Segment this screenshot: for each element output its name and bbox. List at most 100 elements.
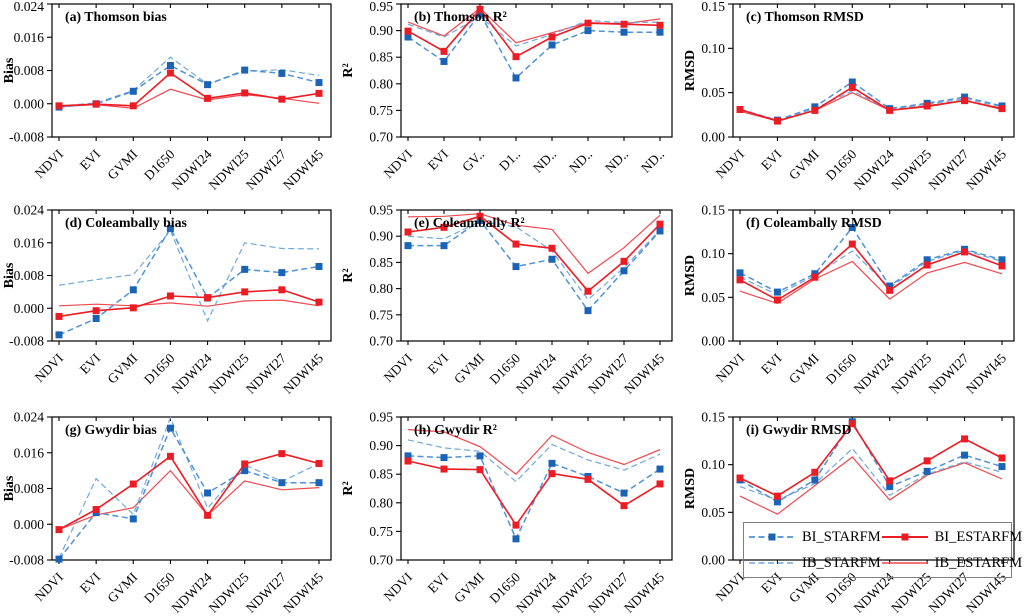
series-line-IB_STARFM bbox=[407, 16, 661, 47]
x-tick-label: GVMI bbox=[451, 569, 487, 605]
marker-BI_ESTARFM bbox=[773, 117, 781, 125]
marker-BI_STARFM bbox=[811, 103, 819, 111]
panel-title: (d) Coleambally bias bbox=[65, 215, 188, 231]
marker-BI_ESTARFM bbox=[241, 460, 249, 468]
y-tick-label: 0.15 bbox=[701, 0, 725, 14]
marker-BI_ESTARFM bbox=[166, 452, 174, 460]
marker-BI_STARFM bbox=[961, 93, 969, 101]
x-tick-label: NDWI27 bbox=[926, 146, 972, 192]
series-line-BI_ESTARFM bbox=[58, 452, 320, 531]
marker-BI_STARFM bbox=[656, 465, 664, 473]
legend-marker bbox=[901, 533, 909, 541]
legend-line-sample bbox=[881, 533, 928, 541]
legend-label: BI_ESTARFM bbox=[934, 528, 1023, 545]
series-line-BI_STARFM bbox=[407, 455, 661, 541]
marker-BI_ESTARFM bbox=[278, 450, 286, 458]
legend-marker bbox=[768, 533, 776, 541]
marker-BI_ESTARFM bbox=[204, 94, 212, 102]
marker-BI_ESTARFM bbox=[166, 69, 174, 77]
marker-BI_STARFM bbox=[278, 69, 286, 77]
series-line-BI_STARFM bbox=[408, 219, 661, 312]
marker-BI_ESTARFM bbox=[773, 296, 781, 304]
marker-BI_ESTARFM bbox=[736, 474, 744, 482]
marker-BI_STARFM bbox=[548, 459, 556, 467]
marker-BI_ESTARFM bbox=[166, 292, 174, 300]
y-tick-label: 0.008 bbox=[14, 268, 45, 283]
x-tick-label: NDWI24 bbox=[169, 350, 215, 396]
x-tick-label: NDVI bbox=[381, 146, 416, 181]
marker-BI_ESTARFM bbox=[736, 106, 744, 114]
x-tick-label: EVI bbox=[425, 569, 452, 596]
marker-BI_ESTARFM bbox=[440, 465, 448, 473]
x-tick-label: NDWI27 bbox=[926, 350, 972, 396]
marker-BI_ESTARFM bbox=[476, 466, 484, 474]
series-line-IB_STARFM bbox=[58, 416, 320, 559]
marker-BI_ESTARFM bbox=[92, 506, 100, 514]
y-tick-label: 0.90 bbox=[369, 23, 393, 38]
x-tick-label: NDWI24 bbox=[851, 146, 897, 192]
marker-BI_STARFM bbox=[404, 33, 412, 41]
x-tick-label: NDWI45 bbox=[280, 350, 326, 396]
marker-BI_STARFM bbox=[440, 57, 448, 65]
legend-entry-BI_STARFM: BI_STARFM bbox=[748, 529, 881, 546]
marker-BI_STARFM bbox=[656, 28, 664, 36]
panel-title: (a) Thomson bias bbox=[65, 9, 167, 25]
marker-BI_STARFM bbox=[656, 227, 664, 235]
plot-frame bbox=[400, 416, 673, 561]
x-tick-label: NDWI45 bbox=[280, 146, 326, 192]
y-tick-label: 0.80 bbox=[369, 281, 393, 296]
marker-BI_STARFM bbox=[204, 81, 212, 89]
marker-BI_STARFM bbox=[998, 256, 1006, 264]
x-tick-label: NDWI25 bbox=[206, 146, 252, 192]
x-tick-label: NDWI45 bbox=[280, 569, 326, 615]
marker-BI_STARFM bbox=[476, 216, 484, 224]
legend-entry-IB_STARFM: IB_STARFM bbox=[748, 555, 881, 572]
marker-BI_ESTARFM bbox=[886, 477, 894, 485]
marker-BI_STARFM bbox=[476, 10, 484, 18]
panel-title: (f) Coleambally RMSD bbox=[746, 215, 882, 231]
marker-BI_ESTARFM bbox=[404, 228, 412, 236]
y-tick-label: 0.05 bbox=[701, 85, 725, 100]
x-tick-label: EVI bbox=[758, 350, 785, 377]
marker-BI_STARFM bbox=[241, 467, 249, 475]
y-axis-label: R² bbox=[341, 63, 356, 77]
marker-BI_STARFM bbox=[961, 451, 969, 459]
y-tick-label: 0.10 bbox=[701, 246, 725, 261]
series-line-BI_ESTARFM bbox=[58, 71, 320, 107]
y-tick-label: 0.95 bbox=[369, 410, 393, 425]
marker-BI_ESTARFM bbox=[923, 457, 931, 465]
marker-BI_ESTARFM bbox=[129, 480, 137, 488]
marker-BI_STARFM bbox=[811, 476, 819, 484]
x-tick-label: NDVI bbox=[381, 350, 416, 385]
y-tick-label: 0.00 bbox=[701, 334, 725, 349]
y-tick-label: -0.008 bbox=[9, 553, 44, 568]
legend-line-sample bbox=[881, 562, 928, 564]
marker-BI_ESTARFM bbox=[961, 97, 969, 105]
x-tick-label: GVMI bbox=[786, 350, 822, 386]
y-tick-label: 0.85 bbox=[369, 467, 393, 482]
marker-BI_STARFM bbox=[129, 87, 137, 95]
marker-BI_STARFM bbox=[404, 452, 412, 460]
marker-BI_STARFM bbox=[166, 62, 174, 70]
y-tick-label: 0.95 bbox=[369, 0, 393, 14]
marker-BI_STARFM bbox=[620, 267, 628, 275]
legend-line-sample bbox=[749, 533, 795, 541]
series-line-BI_ESTARFM bbox=[407, 8, 661, 58]
x-tick-label: EVI bbox=[425, 146, 452, 173]
marker-BI_ESTARFM bbox=[204, 511, 212, 519]
x-tick-label: D1.. bbox=[496, 147, 523, 174]
marker-BI_STARFM bbox=[129, 515, 137, 523]
y-axis-label: Bias bbox=[2, 57, 17, 83]
marker-BI_STARFM bbox=[476, 452, 484, 460]
y-tick-label: 0.70 bbox=[369, 553, 393, 568]
x-tick-label: NDVI bbox=[32, 350, 67, 385]
marker-BI_STARFM bbox=[241, 265, 249, 273]
y-tick-label: 0.80 bbox=[369, 495, 393, 510]
panel-title: (i) Gwydir RMSD bbox=[746, 422, 852, 438]
y-tick-label: 0.70 bbox=[369, 334, 393, 349]
marker-BI_ESTARFM bbox=[848, 83, 856, 91]
y-tick-label: 0.000 bbox=[14, 517, 45, 532]
x-tick-label: NDWI25 bbox=[206, 569, 252, 615]
